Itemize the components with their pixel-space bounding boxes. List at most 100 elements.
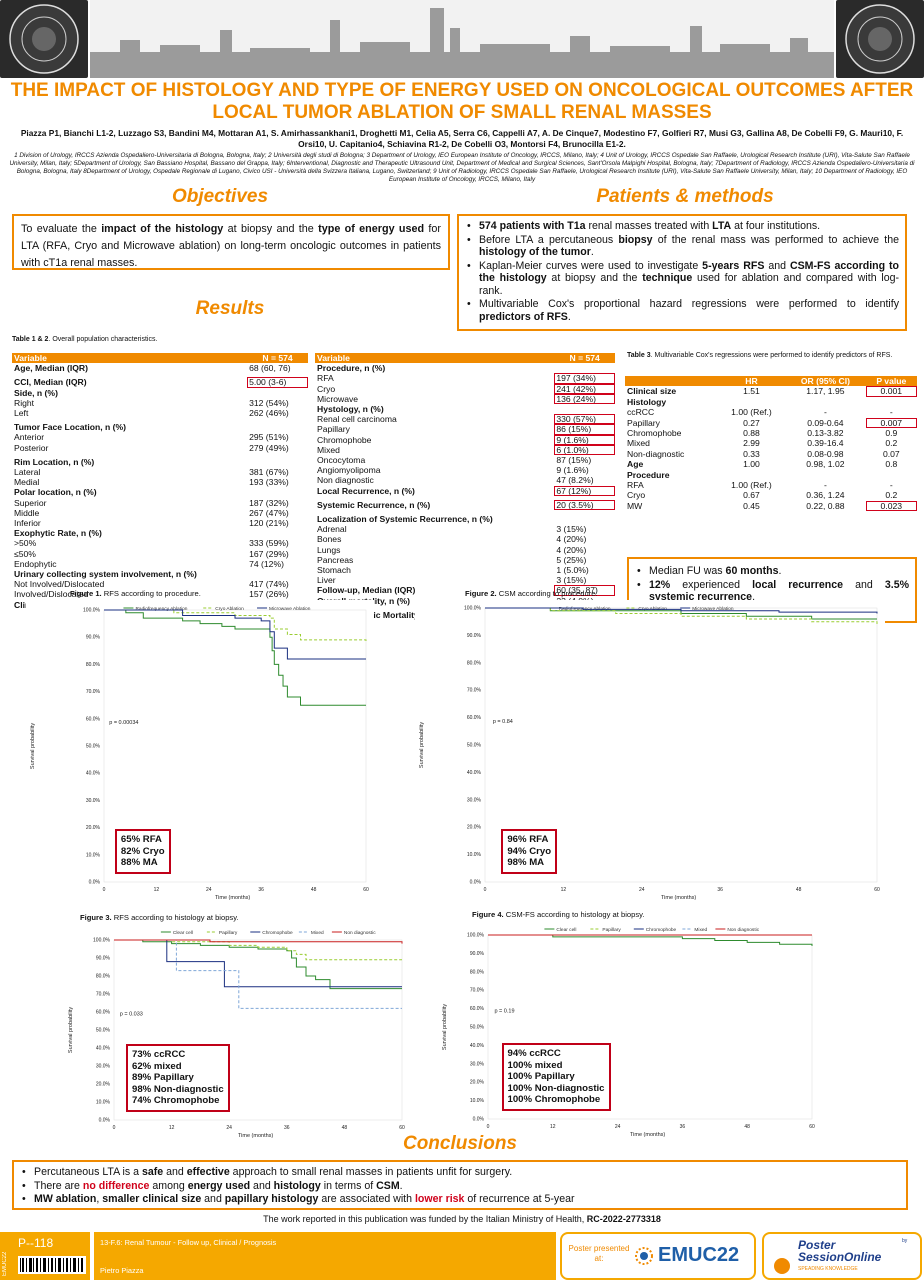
table-cell: ≤50% [14, 548, 36, 559]
methods-list: 574 patients with T1a renal masses treat… [465, 220, 899, 323]
table-cell: Non diagnostic [317, 475, 374, 486]
x-axis-label: Time (months) [630, 1132, 665, 1138]
summary-line: 89% Papillary [132, 1072, 194, 1083]
table-row: Pancreas 5 (25%) [315, 555, 615, 565]
table-cell: Superior [14, 497, 47, 508]
table-cell: 1.51 [743, 386, 760, 397]
table-row: Urinary collecting system involvement, n… [12, 569, 308, 579]
table-cell: 60 (35, 87) [554, 585, 615, 596]
table-row: Microwave 136 (24%) [315, 393, 615, 405]
x-tick-label: 0 [113, 1125, 116, 1131]
y-tick-label: 70.0% [86, 689, 101, 695]
table-row: Exophytic Rate, n (%) [12, 528, 308, 538]
table-cell: ccRCC [627, 407, 655, 418]
y-tick-label: 30.0% [86, 798, 101, 804]
table-cell: Angiomyolipoma [317, 465, 381, 476]
table-cell [866, 397, 917, 407]
table-cell: 87 (15%) [556, 455, 592, 466]
table-cell [785, 397, 865, 407]
table-cell [247, 569, 308, 579]
emuc-logo-text: EMUC22 [658, 1244, 740, 1266]
table-cell: 312 (54%) [249, 397, 289, 408]
legend-label: Papillary [219, 930, 238, 936]
km-chart-svg: Radiofrequency Ablation Cryo Ablation Micr… [419, 606, 880, 902]
x-tick-label: 0 [487, 1124, 490, 1130]
table-cell: 1.00 (Ref.) [731, 407, 772, 418]
table-cell: CCI, Median (IQR) [14, 377, 87, 388]
summary-line: 98% Non-diagnostic [132, 1083, 224, 1095]
table-row: Procedure [625, 470, 917, 480]
legend-label: Papillary [602, 927, 621, 933]
table-cell: 0.88 [743, 428, 760, 439]
table-cell: Involved/Dislocated [14, 589, 89, 600]
survival-summary-box: 65% RFA 82% Cryo 88% MA [114, 829, 171, 874]
table-header-cell [625, 376, 718, 387]
y-axis-label: Survival probability [30, 723, 36, 769]
km-chart-svg: Clear cell Papillary Chromophobe Mixed Non d… [68, 930, 405, 1139]
table-cell: 20 (3.5%) [554, 499, 615, 511]
x-tick-label: 36 [680, 1124, 686, 1130]
table-2: Variable N = 574 Procedure, n (%) RFA 197 (3… [315, 353, 615, 621]
p-value: p = 0.19 [494, 1008, 514, 1014]
y-tick-label: 70.0% [467, 688, 482, 694]
table-cell: Bones [317, 534, 342, 545]
summary-line: 74% Chromophobe [132, 1095, 220, 1106]
table-cell [554, 404, 615, 414]
table-row: Medial 193 (33%) [12, 477, 308, 487]
table-cell: Chromophobe [627, 428, 682, 439]
table-row: Inferior 120 (21%) [12, 518, 308, 528]
table-cell: 157 (26%) [249, 589, 289, 600]
y-tick-label: 70.0% [96, 992, 111, 998]
p-value: p = 0.84 [493, 719, 513, 725]
table-cell: 3 (15%) [556, 575, 587, 586]
table-header-cell: N = 574 [247, 353, 308, 364]
y-tick-label: 0.0% [470, 880, 482, 886]
x-axis-label: Time (months) [238, 1133, 273, 1139]
summary-line: 98% MA [507, 857, 545, 868]
table-cell: 0.67 [743, 490, 760, 501]
poster-session-online-logo: Poster SessionOnline by SPEADING KNOWLED… [762, 1232, 922, 1280]
x-tick-label: 48 [796, 887, 802, 893]
table-cell: RFA [317, 373, 334, 384]
y-axis-label: Survival probability [68, 1007, 74, 1053]
conclusions-heading: Conclusions [402, 1133, 517, 1154]
x-tick-label: 36 [717, 887, 723, 893]
methods-item-3: Kaplan-Meier curves were used to investi… [465, 260, 899, 298]
table-cell: 4 (20%) [556, 534, 587, 545]
table-row: Mixed 2.99 0.39-16.4 0.2 [625, 438, 917, 448]
x-tick-label: 48 [744, 1124, 750, 1130]
x-tick-label: 48 [342, 1125, 348, 1131]
y-tick-label: 90.0% [96, 956, 111, 962]
table-cell: 417 (74%) [249, 579, 289, 590]
table-cell: 1 (5.0%) [556, 565, 589, 576]
table-row: Papillary 86 (15%) [315, 424, 615, 435]
x-tick-label: 0 [103, 887, 106, 893]
university-seal-right [836, 0, 924, 78]
km-curve-cryo-ablation [104, 609, 367, 643]
km-curve-radiofrequency-ablation [104, 609, 366, 706]
y-tick-label: 100.0% [467, 933, 485, 939]
legend-label: Microwave Ablation [692, 606, 734, 612]
table-cell: 86 (15%) [554, 424, 615, 435]
table-header-cell: N = 574 [554, 353, 615, 364]
summary-line: 100% Papillary [507, 1071, 575, 1082]
table-cell: 47 (8.2%) [556, 475, 594, 486]
table-cell: 0.22, 0.88 [806, 500, 845, 511]
table-row: Local Recurrence, n (%) 67 (12%) [315, 485, 615, 496]
table12-caption: Table 1 & 2. Overall population characte… [12, 336, 158, 343]
table-cell: 333 (59%) [249, 538, 289, 549]
y-tick-label: 0.0% [99, 1118, 111, 1124]
table-cell: 0.023 [865, 500, 917, 512]
y-tick-label: 40.0% [86, 771, 101, 777]
y-tick-label: 10.0% [86, 852, 101, 858]
y-tick-label: 40.0% [96, 1046, 111, 1052]
table-cell: Side, n (%) [14, 387, 58, 398]
table-cell: >50% [14, 538, 37, 549]
table-cell: Cryo [317, 383, 336, 394]
table-row: Tumor Face Location, n (%) [12, 422, 308, 432]
table-cell: 0.07 [882, 448, 900, 459]
summary-line: 100% Non-diagnostic [507, 1082, 605, 1094]
table-cell: 1.00 (Ref.) [731, 480, 772, 491]
table-cell: RFA [627, 480, 644, 491]
figure-4-chart: Clear cell Papillary Chromophobe Mixed Non d… [438, 921, 818, 1143]
